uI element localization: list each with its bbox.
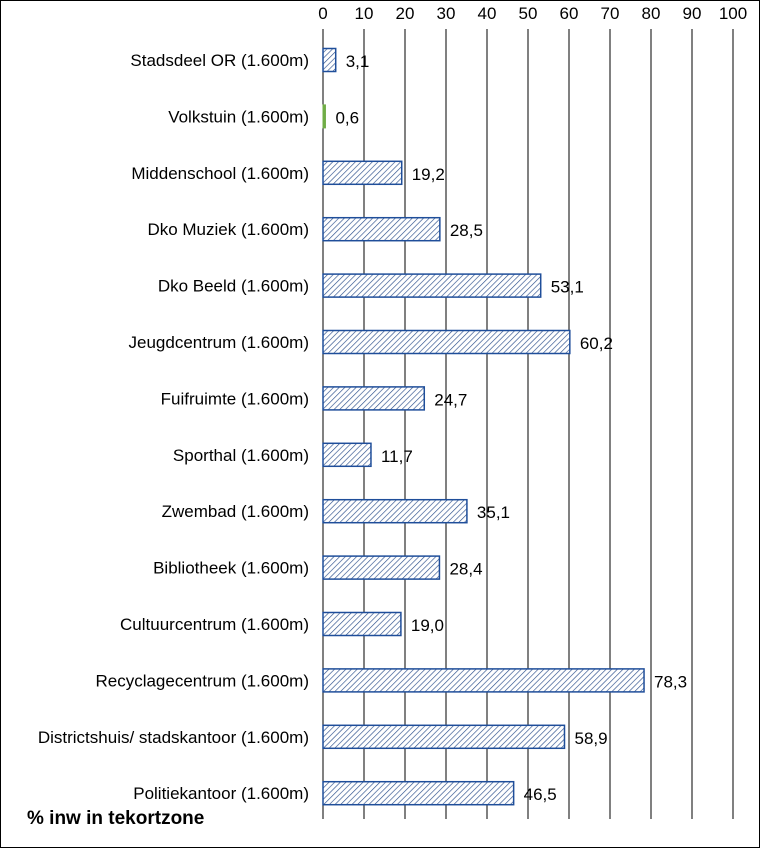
bars xyxy=(322,47,645,806)
bar xyxy=(322,555,441,580)
bar xyxy=(322,104,326,129)
category-label: Recyclagecentrum (1.600m) xyxy=(95,671,309,690)
category-label: Politiekantoor (1.600m) xyxy=(133,784,309,803)
x-tick-label: 10 xyxy=(355,4,374,23)
bar xyxy=(322,442,372,468)
category-labels: Stadsdeel OR (1.600m) Volkstuin (1.600m) M… xyxy=(38,51,309,803)
bar xyxy=(322,216,441,242)
bar xyxy=(322,780,515,806)
data-label: 78,3 xyxy=(654,672,687,691)
x-tick-label: 90 xyxy=(683,4,702,23)
data-label: 28,4 xyxy=(449,560,482,579)
x-tick-label: 30 xyxy=(437,4,456,23)
data-label: 53,1 xyxy=(551,278,584,297)
x-tick-label: 40 xyxy=(478,4,497,23)
category-label: Dko Muziek (1.600m) xyxy=(147,220,309,239)
x-tick-label: 100 xyxy=(719,4,747,23)
data-label: 19,2 xyxy=(412,165,445,184)
category-label: Bibliotheek (1.600m) xyxy=(153,559,309,578)
category-label: Dko Beeld (1.600m) xyxy=(158,277,309,296)
bar xyxy=(322,47,337,73)
x-tick-label: 20 xyxy=(396,4,415,23)
category-label: Jeugdcentrum (1.600m) xyxy=(129,333,309,352)
x-tick-label: 0 xyxy=(318,4,327,23)
bar xyxy=(322,160,403,186)
data-label: 3,1 xyxy=(346,52,370,71)
category-label: Cultuurcentrum (1.600m) xyxy=(120,615,309,634)
gridlines xyxy=(322,29,734,819)
data-label: 19,0 xyxy=(411,616,444,635)
category-label: Middenschool (1.600m) xyxy=(131,164,309,183)
x-tick-label: 60 xyxy=(560,4,579,23)
category-label: Zwembad (1.600m) xyxy=(162,502,309,521)
bar xyxy=(322,668,645,693)
data-label: 35,1 xyxy=(477,503,510,522)
bar xyxy=(322,386,426,411)
category-label: Districtshuis/ stadskantoor (1.600m) xyxy=(38,728,309,747)
x-tick-label: 80 xyxy=(642,4,661,23)
category-label: Sporthal (1.600m) xyxy=(173,446,309,465)
category-label: Stadsdeel OR (1.600m) xyxy=(130,51,309,70)
x-tick-label: 50 xyxy=(519,4,538,23)
x-axis-ticks: 0 10 20 30 40 50 60 70 80 90 100 xyxy=(318,4,747,23)
bar xyxy=(322,498,468,524)
data-label: 46,5 xyxy=(524,785,557,804)
category-label: Fuifruimte (1.600m) xyxy=(161,389,309,408)
data-label: 11,7 xyxy=(381,447,413,466)
x-tick-label: 70 xyxy=(601,4,620,23)
data-label: 28,5 xyxy=(450,221,483,240)
bar xyxy=(322,329,571,355)
data-label: 0,6 xyxy=(335,108,359,127)
data-label: 58,9 xyxy=(574,729,607,748)
bar xyxy=(322,724,566,750)
data-label: 60,2 xyxy=(580,334,613,353)
bar xyxy=(322,611,402,637)
bar xyxy=(322,273,542,298)
data-label: 24,7 xyxy=(434,390,467,409)
data-labels: 3,1 0,6 19,2 28,5 53,1 60,2 24,7 11,7 35,1 28,4 19… xyxy=(335,52,687,804)
category-label: Volkstuin (1.600m) xyxy=(168,107,309,126)
annotation-label: % inw in tekortzone xyxy=(27,808,204,829)
